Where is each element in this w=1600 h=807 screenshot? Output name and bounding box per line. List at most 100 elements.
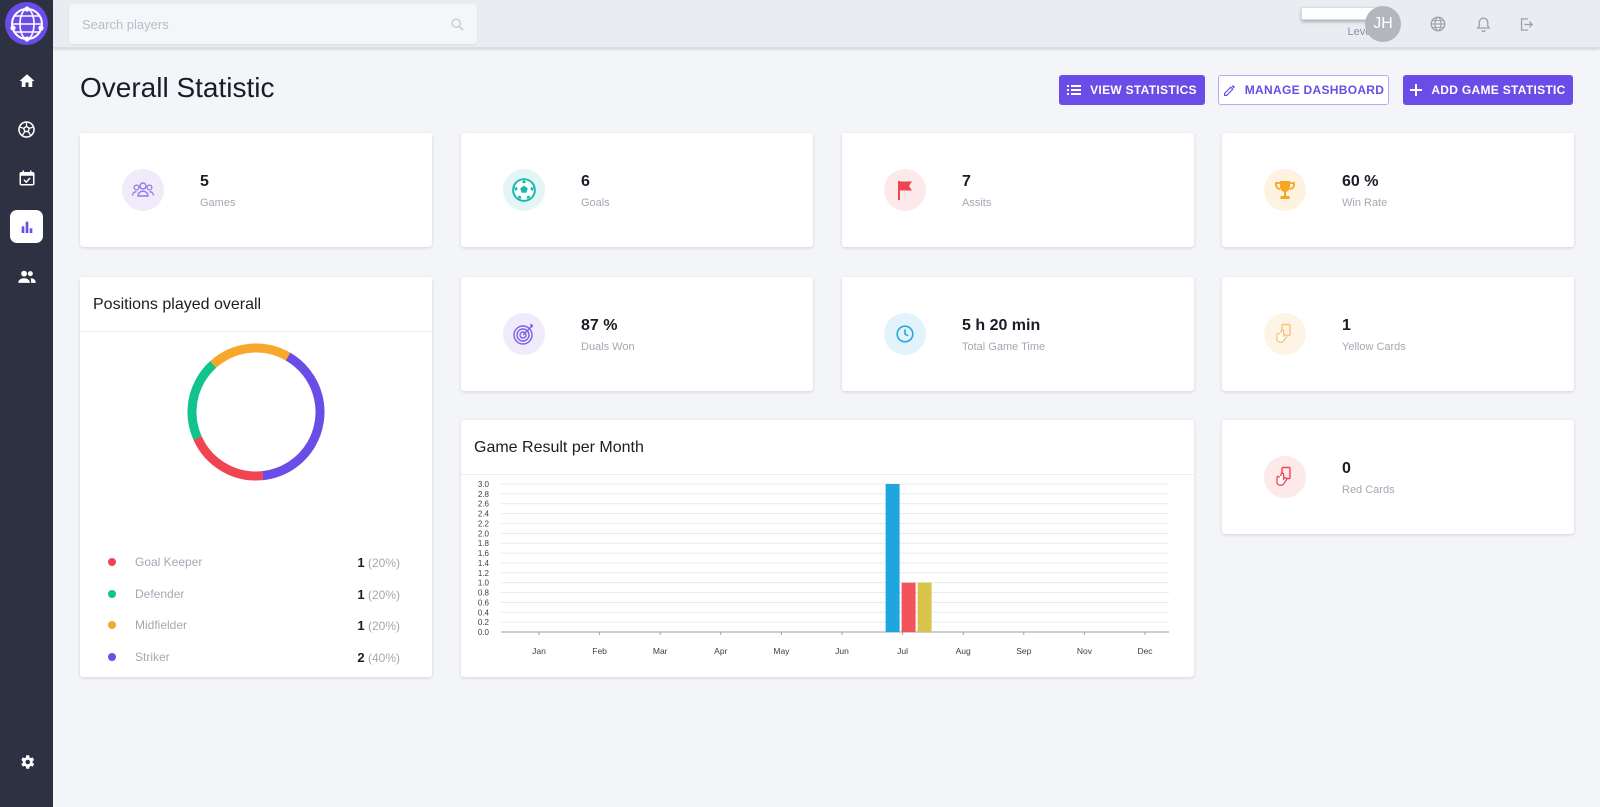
stat-card-yellow-cards: 1 Yellow Cards (1222, 277, 1574, 391)
flag-icon (898, 181, 912, 200)
stat-card-red-cards: 0 Red Cards (1222, 420, 1574, 534)
x-tick-label: Mar (653, 646, 668, 656)
globe-network-icon (9, 5, 44, 42)
notifications-button[interactable] (1473, 14, 1493, 34)
legend-count-value: 1 (357, 618, 365, 633)
manage-dashboard-button[interactable]: MANAGE DASHBOARD (1218, 75, 1389, 105)
legend-count-value: 1 (357, 587, 365, 602)
sidebar-item-statistics[interactable] (10, 210, 43, 243)
y-tick-label: 0.4 (478, 608, 490, 617)
legend-dot (108, 590, 116, 598)
y-tick-label: 0.6 (478, 598, 490, 607)
x-tick-label: Sep (1016, 646, 1031, 656)
legend-dot (108, 621, 116, 629)
red-cards-label: Red Cards (1342, 484, 1395, 496)
donut-slice-defender (187, 343, 325, 481)
language-button[interactable] (1428, 14, 1448, 34)
legend-dot (108, 558, 116, 566)
legend-count-pct: (40%) (367, 651, 400, 665)
logout-icon (1520, 17, 1533, 31)
win-rate-value: 60 % (1342, 173, 1379, 190)
duals-won-value: 87 % (581, 317, 618, 334)
y-tick-label: 1.4 (478, 559, 490, 568)
y-tick-label: 0.8 (478, 589, 490, 598)
yellow-cards-icon-badge (1264, 313, 1306, 355)
y-tick-label: 1.2 (478, 569, 490, 578)
stat-card-goals: 6 Goals (461, 133, 813, 247)
legend-count: 1 (20%) (357, 618, 400, 633)
assists-value: 7 (962, 173, 971, 190)
view-statistics-button[interactable]: VIEW STATISTICS (1059, 75, 1205, 105)
divider (80, 331, 432, 332)
y-tick-label: 1.8 (478, 539, 490, 548)
legend-count-pct: (20%) (367, 619, 400, 633)
stat-card-win-rate: 60 % Win Rate (1222, 133, 1574, 247)
avatar[interactable]: JH (1365, 6, 1401, 42)
legend-item-defender: Defender 1 (20%) (108, 586, 400, 602)
game-time-label: Total Game Time (962, 341, 1046, 353)
stat-card-assists: 7 Assits (842, 133, 1194, 247)
win-rate-icon-badge (1264, 169, 1306, 211)
add-game-statistic-label: ADD GAME STATISTIC (1431, 83, 1566, 97)
yellow-cards-label: Yellow Cards (1342, 341, 1406, 353)
y-tick-label: 2.0 (478, 529, 490, 538)
sidebar-item-settings[interactable] (10, 745, 43, 778)
gear-icon (20, 754, 34, 769)
add-game-statistic-button[interactable]: ADD GAME STATISTIC (1403, 75, 1573, 105)
search-input[interactable] (69, 4, 429, 44)
search-icon[interactable] (450, 17, 465, 32)
y-tick-label: 3.0 (478, 480, 490, 489)
x-tick-label: Feb (592, 646, 607, 656)
legend-count: 1 (20%) (357, 555, 400, 570)
x-tick-label: Apr (714, 646, 727, 656)
sidebar-item-calendar[interactable] (10, 161, 43, 194)
plus-icon (1410, 84, 1423, 96)
game-time-value: 5 h 20 min (962, 317, 1041, 334)
x-tick-label: Aug (956, 646, 971, 656)
legend-name: Defender (135, 587, 185, 601)
sidebar-item-team[interactable] (10, 260, 43, 293)
stat-card-game-time: 5 h 20 min Total Game Time (842, 277, 1194, 391)
x-tick-label: Jul (897, 646, 908, 656)
people-icon (17, 270, 36, 283)
sidebar-item-home[interactable] (10, 64, 43, 97)
y-tick-label: 1.6 (478, 549, 490, 558)
x-tick-label: May (773, 646, 790, 656)
game-result-bar-chart: 0.00.20.40.60.81.01.21.41.61.82.02.22.42… (478, 480, 1169, 656)
games-value: 5 (200, 173, 209, 190)
divider (461, 474, 1194, 475)
bar-chart-icon (21, 221, 32, 233)
sidebar-item-games[interactable] (10, 113, 43, 146)
logout-button[interactable] (1516, 14, 1536, 34)
games-label: Games (200, 197, 236, 209)
goals-icon-badge (503, 169, 545, 211)
legend-name: Midfielder (135, 618, 188, 632)
goals-value: 6 (581, 173, 590, 190)
top-bar: Level 2 JH (53, 0, 1600, 48)
red-card-icon (1276, 466, 1291, 486)
legend-name: Striker (135, 650, 170, 664)
home-icon (19, 73, 34, 87)
yellow-card-icon (1276, 323, 1291, 343)
games-icon-badge (122, 169, 164, 211)
legend-item-midfielder: Midfielder 1 (20%) (108, 617, 400, 633)
legend-count: 2 (40%) (357, 650, 400, 665)
page-title: Overall Statistic (80, 72, 275, 103)
assists-label: Assits (962, 197, 992, 209)
bar-series-2-jul[interactable] (901, 582, 916, 632)
y-tick-label: 2.6 (478, 500, 490, 509)
bar-series-3-jul[interactable] (917, 582, 932, 632)
duals-won-label: Duals Won (581, 341, 635, 353)
manage-dashboard-label: MANAGE DASHBOARD (1244, 83, 1385, 97)
app-logo[interactable] (5, 2, 48, 45)
stat-card-duals-won: 87 % Duals Won (461, 277, 813, 391)
trophy-icon (1275, 181, 1295, 199)
duals-won-icon-badge (503, 313, 545, 355)
soccer-ball-icon (18, 121, 35, 138)
bar-series-1-jul[interactable] (885, 484, 900, 632)
bell-icon (1476, 16, 1490, 32)
yellow-cards-value: 1 (1342, 317, 1351, 334)
x-tick-label: Jun (835, 646, 849, 656)
view-statistics-label: VIEW STATISTICS (1090, 83, 1197, 97)
legend-item-goal-keeper: Goal Keeper 1 (20%) (108, 554, 400, 570)
